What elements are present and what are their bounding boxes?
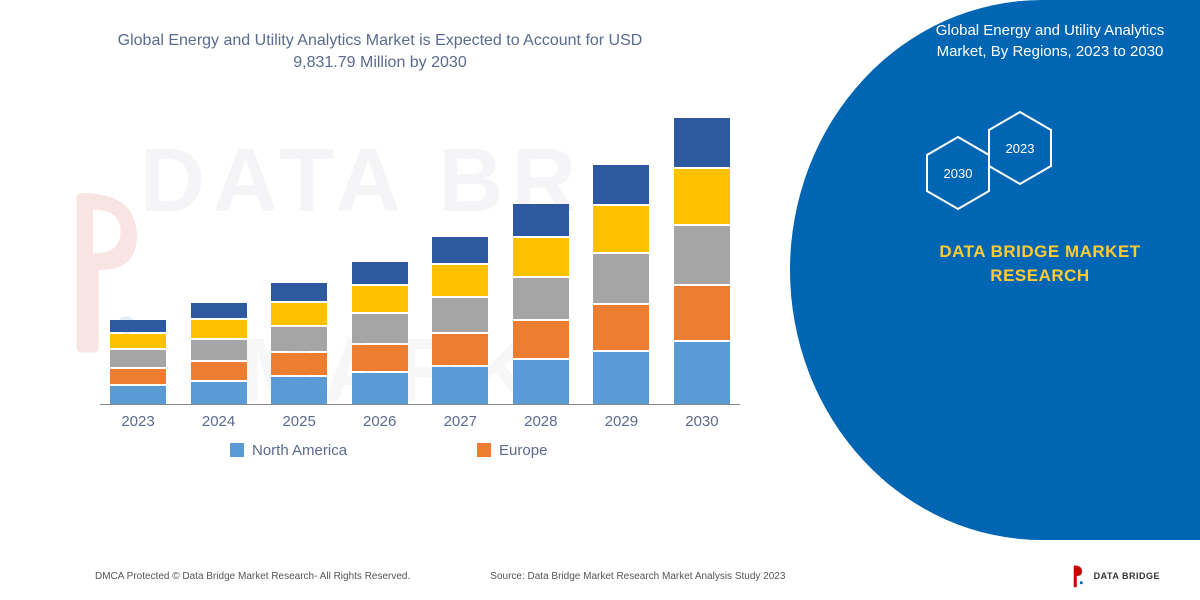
bar-segment [271,327,327,351]
bar-segment [110,369,166,384]
bar-segment [271,353,327,375]
footer: DMCA Protected © Data Bridge Market Rese… [0,564,1200,588]
bar-segment [110,320,166,332]
bars-container [100,105,740,405]
main-container: DATA BR MARK Global Energy and Utility A… [0,0,1200,600]
bar-segment [674,226,730,284]
hexagon-2030: 2030 [925,135,991,211]
bar-segment [593,305,649,350]
bar-segment [513,238,569,276]
x-axis-label: 2025 [271,413,327,430]
x-axis-label: 2026 [352,413,408,430]
right-panel-title: Global Energy and Utility Analytics Mark… [930,20,1170,62]
bar-group [191,301,247,404]
bar-segment [352,373,408,404]
legend-label: Europe [499,442,547,459]
bar-segment [674,342,730,404]
bar-group [352,260,408,404]
bar-segment [432,237,488,263]
bar-segment [110,350,166,367]
bar-group [432,235,488,404]
x-axis-label: 2028 [513,413,569,430]
brand-text: DATA BRIDGE MARKET RESEARCH [915,240,1165,288]
footer-copyright: DMCA Protected © Data Bridge Market Rese… [95,571,410,582]
bar-group [674,116,730,404]
bar-segment [271,303,327,325]
x-axis-label: 2024 [191,413,247,430]
chart-legend: North America Europe [230,442,780,459]
hexagon-2023: 2023 [987,110,1053,186]
legend-swatch [230,443,244,457]
footer-logo-icon [1070,564,1088,588]
bar-segment [674,169,730,224]
bar-group [513,202,569,404]
bar-segment [674,118,730,167]
bar-segment [271,377,327,404]
bar-segment [110,334,166,348]
bar-segment [593,254,649,303]
bar-group [593,163,649,404]
bar-segment [110,386,166,404]
bar-segment [271,283,327,301]
bar-segment [191,303,247,318]
x-axis-label: 2023 [110,413,166,430]
bar-segment [432,367,488,404]
legend-swatch [477,443,491,457]
x-axis-label: 2030 [674,413,730,430]
bar-segment [593,206,649,252]
legend-label: North America [252,442,347,459]
x-axis-label: 2029 [593,413,649,430]
bar-segment [513,278,569,319]
bar-segment [352,286,408,312]
right-panel: Global Energy and Utility Analytics Mark… [790,0,1200,600]
bar-segment [352,262,408,284]
bar-segment [513,321,569,358]
bar-segment [191,382,247,404]
bar-segment [513,360,569,404]
bar-segment [432,298,488,332]
bar-segment [191,362,247,380]
left-panel: DATA BR MARK Global Energy and Utility A… [0,0,790,600]
chart-area: 20232024202520262027202820292030 North A… [100,105,780,445]
bar-segment [513,204,569,236]
bar-segment [593,165,649,204]
bar-group [110,318,166,404]
bar-segment [593,352,649,404]
x-axis-label: 2027 [432,413,488,430]
legend-item: Europe [477,442,547,459]
bar-segment [674,286,730,340]
bar-segment [352,314,408,343]
bar-segment [432,334,488,365]
footer-logo: DATA BRIDGE [1070,564,1160,588]
bar-segment [352,345,408,371]
footer-logo-text: DATA BRIDGE [1094,571,1160,581]
x-axis-labels: 2023 2024 2025 2026 2027 2028 2029 2030 [100,405,740,430]
legend-item: North America [230,442,347,459]
bar-group [271,281,327,404]
bar-segment [432,265,488,296]
chart-title: Global Energy and Utility Analytics Mark… [90,30,670,75]
bar-segment [191,320,247,338]
footer-source: Source: Data Bridge Market Research Mark… [490,571,785,582]
bar-segment [191,340,247,360]
